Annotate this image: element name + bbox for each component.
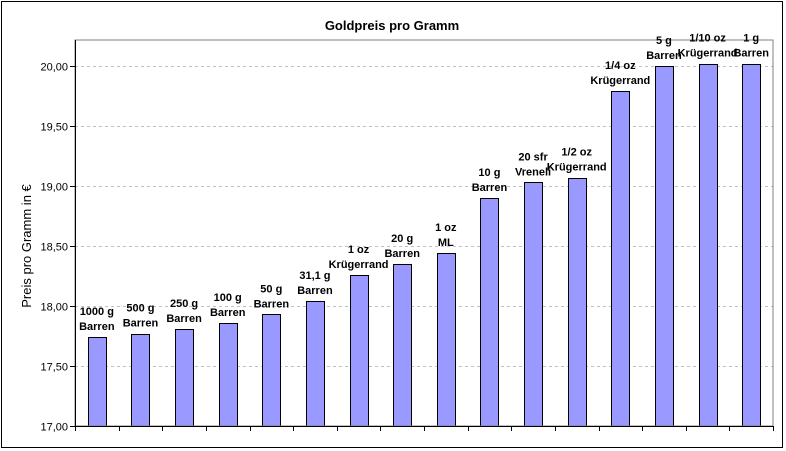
bar [88, 337, 107, 427]
bar [262, 314, 281, 427]
data-label: 1 oz ML [435, 222, 457, 249]
bar [611, 91, 630, 427]
data-label: 5 g Barren [646, 35, 682, 62]
bar [655, 66, 674, 427]
y-tick-label: 18,50 [40, 242, 68, 254]
data-label: 1000 g Barren [79, 306, 115, 333]
data-label: 1/10 oz Krügerrand [678, 33, 738, 60]
data-label: 31,1 g Barren [297, 270, 333, 297]
data-label: 500 g Barren [123, 303, 159, 330]
bar [568, 178, 587, 427]
bar [742, 64, 761, 427]
y-tick-label: 18,00 [40, 302, 68, 314]
data-label: 1/2 oz Krügerrand [547, 147, 607, 174]
y-tick-label: 17,50 [40, 362, 68, 374]
bar [131, 334, 150, 427]
data-label: 10 g Barren [472, 167, 508, 194]
data-label: 20 g Barren [384, 233, 420, 260]
data-label: 250 g Barren [166, 298, 202, 325]
data-label: 1 g Barren [733, 33, 769, 60]
bar [437, 253, 456, 427]
bar [393, 264, 412, 427]
bar [699, 64, 718, 427]
bars [88, 64, 761, 427]
data-label: 50 g Barren [254, 283, 290, 310]
y-axis-label: Preis pro Gramm in € [19, 183, 34, 307]
data-label: 1/4 oz Krügerrand [590, 60, 650, 87]
y-tick-labels: 17,00 17,50 18,00 18,50 19,00 19,50 20,00 [40, 62, 68, 434]
y-tick-label: 17,00 [40, 422, 68, 434]
bar [306, 301, 325, 427]
bar [219, 323, 238, 427]
y-tick-label: 19,00 [40, 182, 68, 194]
chart-title: Goldpreis pro Gramm [325, 18, 459, 33]
y-tick-label: 20,00 [40, 62, 68, 74]
data-label: 100 g Barren [210, 292, 246, 319]
bar [524, 182, 543, 427]
bar [350, 275, 369, 427]
data-label: 1 oz Krügerrand [329, 244, 389, 271]
bar [175, 329, 194, 427]
axes [70, 39, 774, 431]
bar [480, 198, 499, 427]
data-label: 20 sfr Vreneli [515, 151, 551, 178]
y-tick-label: 19,50 [40, 122, 68, 134]
